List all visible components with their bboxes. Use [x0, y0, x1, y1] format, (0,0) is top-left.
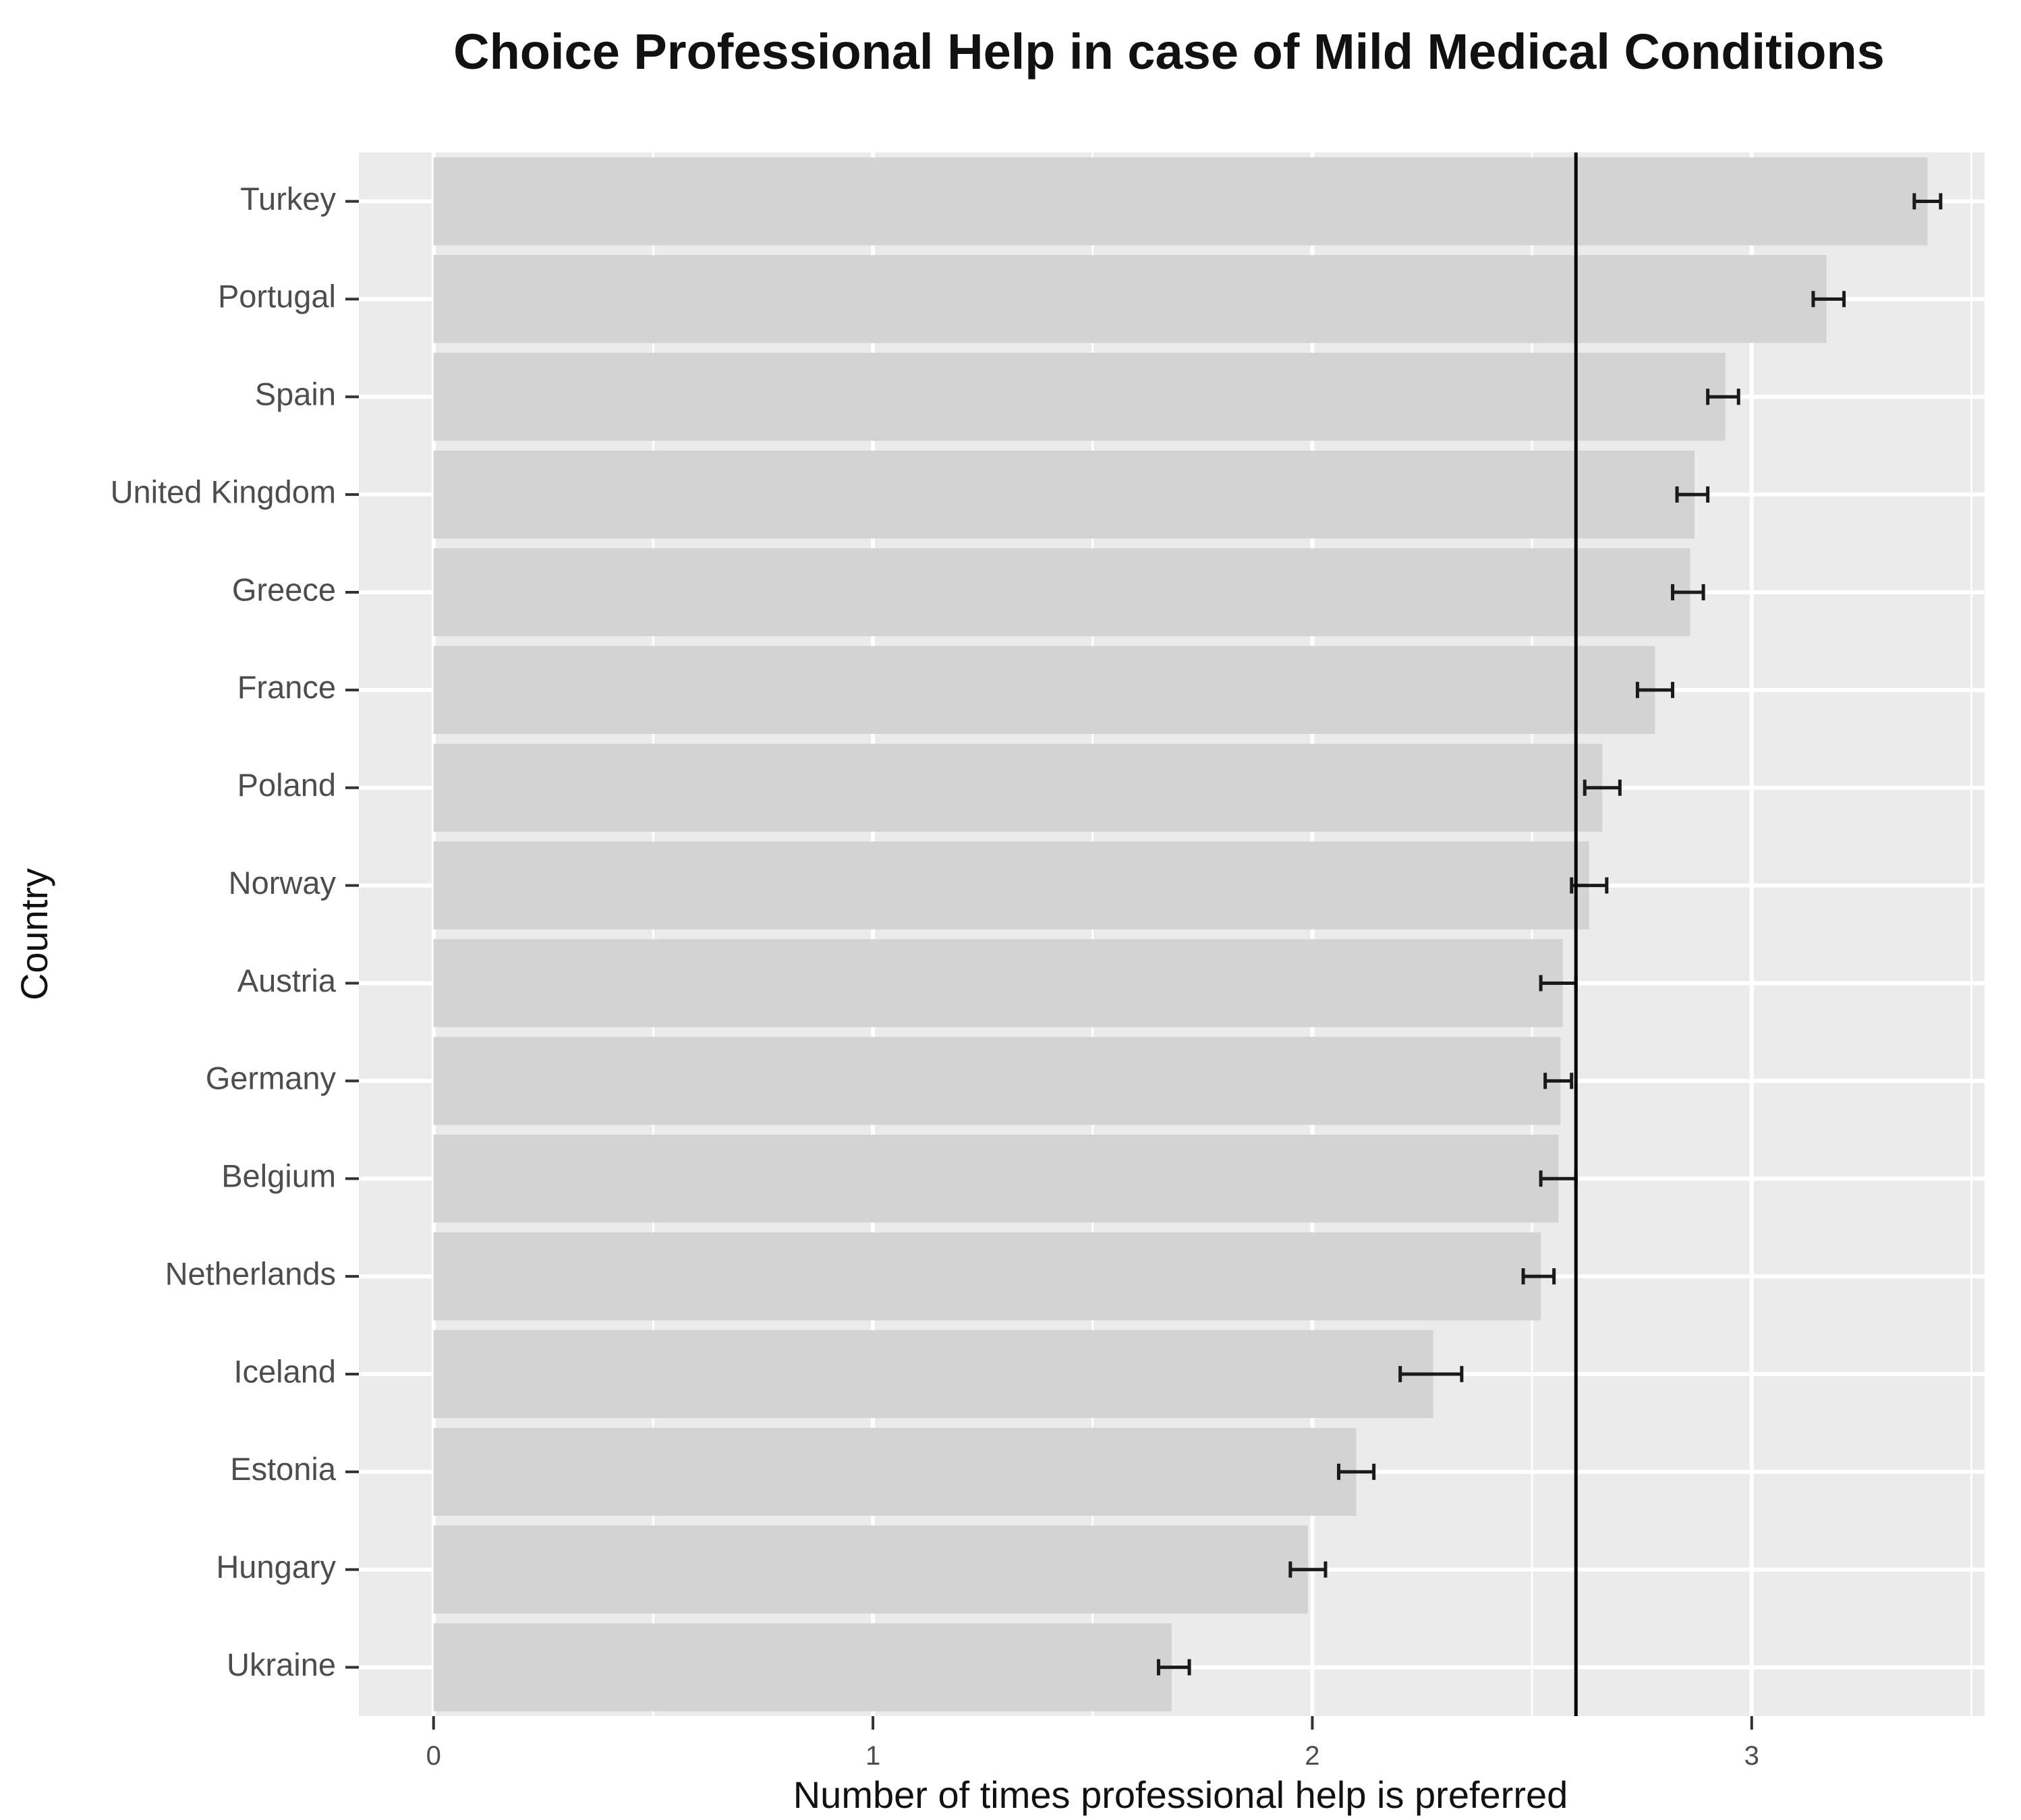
- bar-united-kingdom: [433, 450, 1695, 539]
- y-tick-label: United Kingdom: [111, 474, 336, 509]
- y-tick-label: Spain: [255, 376, 336, 412]
- bar-ukraine: [433, 1623, 1172, 1711]
- y-tick-label: Germany: [206, 1060, 337, 1096]
- errorbar-hungary: [1288, 1561, 1328, 1578]
- errorbar-turkey: [1912, 193, 1943, 210]
- errorbar-germany: [1543, 1073, 1574, 1089]
- bar-austria: [433, 939, 1563, 1027]
- x-axis: 0 1 2 3: [426, 1716, 1759, 1771]
- y-tick-label: Greece: [232, 571, 336, 607]
- x-tick-label: 2: [1305, 1741, 1319, 1771]
- bar-belgium: [433, 1134, 1559, 1223]
- bar-netherlands: [433, 1232, 1541, 1321]
- y-tick-label: Estonia: [230, 1451, 337, 1487]
- errorbar-ukraine: [1156, 1659, 1191, 1676]
- x-axis-title: Number of times professional help is pre…: [793, 1773, 1568, 1816]
- y-tick-label: Belgium: [221, 1158, 336, 1194]
- errorbar-portugal: [1811, 291, 1846, 308]
- y-tick-label: Netherlands: [165, 1255, 336, 1291]
- errorbar-france: [1635, 681, 1675, 698]
- bar-spain: [433, 352, 1726, 441]
- y-tick-label: Austria: [237, 963, 337, 998]
- bar-norway: [433, 841, 1589, 930]
- errorbar-netherlands: [1521, 1268, 1556, 1285]
- bar-greece: [433, 548, 1690, 637]
- chart-title: Choice Professional Help in case of Mild…: [453, 24, 1885, 80]
- errorbar-greece: [1671, 584, 1705, 600]
- y-tick-label: Iceland: [233, 1353, 336, 1389]
- bars-layer: [433, 157, 1928, 1711]
- errorbar-spain: [1706, 389, 1740, 405]
- bar-poland: [433, 743, 1603, 832]
- bar-france: [433, 646, 1655, 735]
- y-tick-label: France: [237, 669, 336, 705]
- y-tick-label: Ukraine: [227, 1647, 336, 1682]
- x-tick-label: 1: [865, 1741, 880, 1771]
- bar-germany: [433, 1037, 1561, 1125]
- errorbar-layer: [1156, 193, 1943, 1676]
- errorbar-poland: [1583, 779, 1622, 796]
- y-axis-title: Country: [13, 868, 55, 1000]
- y-axis: Turkey Portugal Spain United Kingdom Greece F…: [111, 181, 359, 1682]
- errorbar-iceland: [1398, 1365, 1464, 1382]
- errorbar-estonia: [1337, 1463, 1376, 1480]
- bar-hungary: [433, 1525, 1308, 1614]
- y-tick-label: Portugal: [218, 279, 336, 314]
- x-tick-label: 3: [1744, 1741, 1759, 1771]
- errorbar-united-kingdom: [1675, 486, 1710, 503]
- y-tick-label: Poland: [237, 767, 336, 803]
- y-tick-label: Turkey: [240, 181, 336, 217]
- bar-iceland: [433, 1330, 1433, 1419]
- y-tick-label: Hungary: [216, 1549, 336, 1585]
- bar-estonia: [433, 1427, 1357, 1516]
- bar-portugal: [433, 255, 1827, 343]
- y-tick-label: Norway: [229, 865, 337, 901]
- x-tick-label: 0: [426, 1741, 441, 1771]
- bar-turkey: [433, 157, 1928, 246]
